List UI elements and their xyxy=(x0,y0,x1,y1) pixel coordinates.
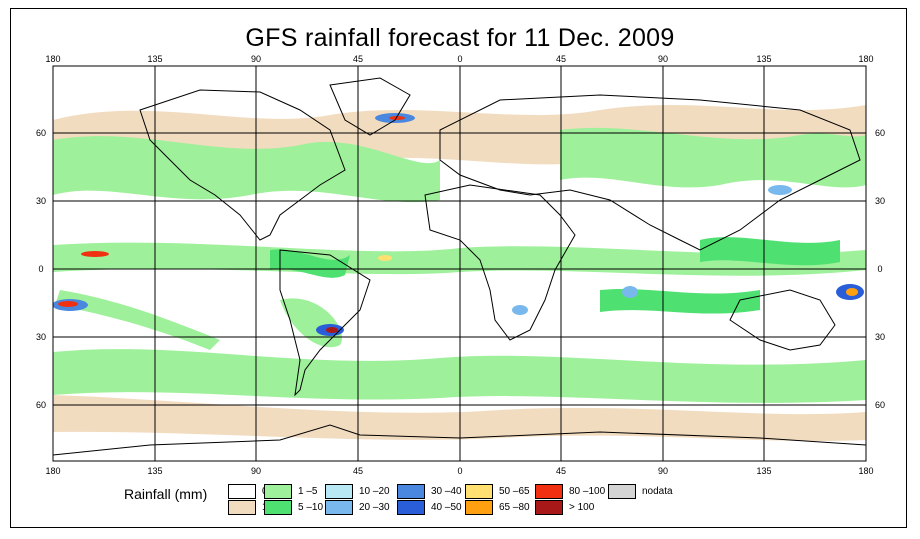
lat-label-right: 60 xyxy=(875,400,885,410)
legend-label-7: 40 –50 xyxy=(431,502,462,513)
lon-label-bottom: 135 xyxy=(756,466,771,476)
lat-label-left: 30 xyxy=(36,332,46,342)
legend-swatch-2 xyxy=(264,484,292,499)
legend-swatch-11 xyxy=(535,500,563,515)
lat-label-right: 30 xyxy=(875,196,885,206)
legend-swatch-7 xyxy=(397,500,425,515)
legend-label-11: > 100 xyxy=(569,502,595,513)
legend-label-2: 1 –5 xyxy=(298,486,318,497)
legend-swatch-1 xyxy=(228,500,256,515)
legend-swatch-9 xyxy=(465,500,493,515)
legend-swatch-10 xyxy=(535,484,563,499)
lon-label-top: 180 xyxy=(45,54,60,64)
lon-label-bottom: 45 xyxy=(353,466,363,476)
legend-swatch-12 xyxy=(608,484,636,499)
lon-label-bottom: 90 xyxy=(658,466,668,476)
legend-label-3: 5 –10 xyxy=(298,502,324,513)
lat-label-left: 60 xyxy=(36,400,46,410)
lon-label-top: 135 xyxy=(756,54,771,64)
lat-label-right: 60 xyxy=(875,128,885,138)
graticule xyxy=(53,66,866,461)
lon-label-top: 45 xyxy=(353,54,363,64)
legend-label-6: 30 –40 xyxy=(431,486,462,497)
legend-swatch-4 xyxy=(325,484,353,499)
africa-outline xyxy=(424,184,576,341)
legend-label-5: 20 –30 xyxy=(359,502,390,513)
lon-label-bottom: 0 xyxy=(457,466,462,476)
lat-label-left: 0 xyxy=(38,264,43,274)
lon-label-bottom: 135 xyxy=(147,466,162,476)
legend-swatch-0 xyxy=(228,484,256,499)
lon-label-bottom: 45 xyxy=(556,466,566,476)
lat-label-right: 30 xyxy=(875,332,885,342)
eurasia-outline xyxy=(439,94,861,251)
lat-label-left: 30 xyxy=(36,196,46,206)
figure-frame xyxy=(10,8,907,528)
legend-swatch-8 xyxy=(465,484,493,499)
lon-label-top: 0 xyxy=(457,54,462,64)
map-border xyxy=(52,65,867,462)
legend-title: Rainfall (mm) xyxy=(124,486,208,502)
lon-label-bottom: 180 xyxy=(45,466,60,476)
legend-swatch-6 xyxy=(397,484,425,499)
lat-label-right: 0 xyxy=(877,264,882,274)
axis-labels: 180 135 90 45 0 45 90 135 180 180 135 90… xyxy=(36,54,885,476)
lon-label-bottom: 90 xyxy=(251,466,261,476)
legend-label-9: 65 –80 xyxy=(499,502,530,513)
map-title: GFS rainfall forecast for 11 Dec. 2009 xyxy=(245,24,675,52)
north-america-outline xyxy=(139,89,346,241)
coastlines xyxy=(53,77,866,456)
lon-label-top: 180 xyxy=(858,54,873,64)
legend-label-12: nodata xyxy=(642,486,673,497)
legend-label-4: 10 –20 xyxy=(359,486,390,497)
antarctica-outline xyxy=(53,424,866,456)
legend-swatch-5 xyxy=(325,500,353,515)
legend-swatch-3 xyxy=(264,500,292,515)
legend-label-10: 80 –100 xyxy=(569,486,606,497)
south-america-outline xyxy=(279,249,371,397)
lon-label-top: 135 xyxy=(147,54,162,64)
australia-outline xyxy=(729,289,836,351)
lon-label-top: 90 xyxy=(658,54,668,64)
lon-label-bottom: 180 xyxy=(858,466,873,476)
greenland-outline xyxy=(329,77,411,136)
lat-label-left: 60 xyxy=(36,128,46,138)
lon-label-top: 90 xyxy=(251,54,261,64)
lon-label-top: 45 xyxy=(556,54,566,64)
legend-label-8: 50 –65 xyxy=(499,486,530,497)
